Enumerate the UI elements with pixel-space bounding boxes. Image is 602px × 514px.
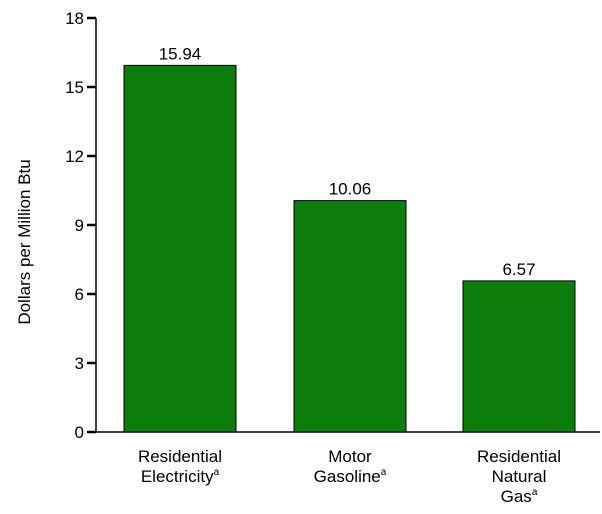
y-tick-label: 15 [65,78,84,97]
y-tick-label: 0 [75,423,84,442]
category-label: Natural [492,467,547,486]
category-label: Residential [138,447,222,466]
y-tick-label: 9 [75,216,84,235]
category-label: Motor [328,447,372,466]
footnote-marker: a [381,467,387,478]
bar [123,64,237,433]
bar [462,280,576,433]
y-axis-label: Dollars per Million Btu [15,159,34,324]
data-label: 10.06 [329,180,372,199]
category-labels: ResidentialElectricityaMotorGasolineaRes… [138,447,561,506]
y-tick-label: 18 [65,9,84,28]
category-label: Residential [477,447,561,466]
data-label: 6.57 [502,260,535,279]
bars: 15.94 10.06 6.57 [123,44,576,433]
footnote-marker: a [532,487,538,498]
bar [293,200,407,433]
category-label: Gasolinea [314,467,387,486]
y-tick-label: 3 [75,354,84,373]
y-tick-label: 6 [75,285,84,304]
category-label: Gasa [501,487,538,506]
footnote-marker: a [214,467,220,478]
y-tick-label: 12 [65,147,84,166]
data-label: 15.94 [159,44,202,63]
category-label: Electricitya [141,467,220,486]
